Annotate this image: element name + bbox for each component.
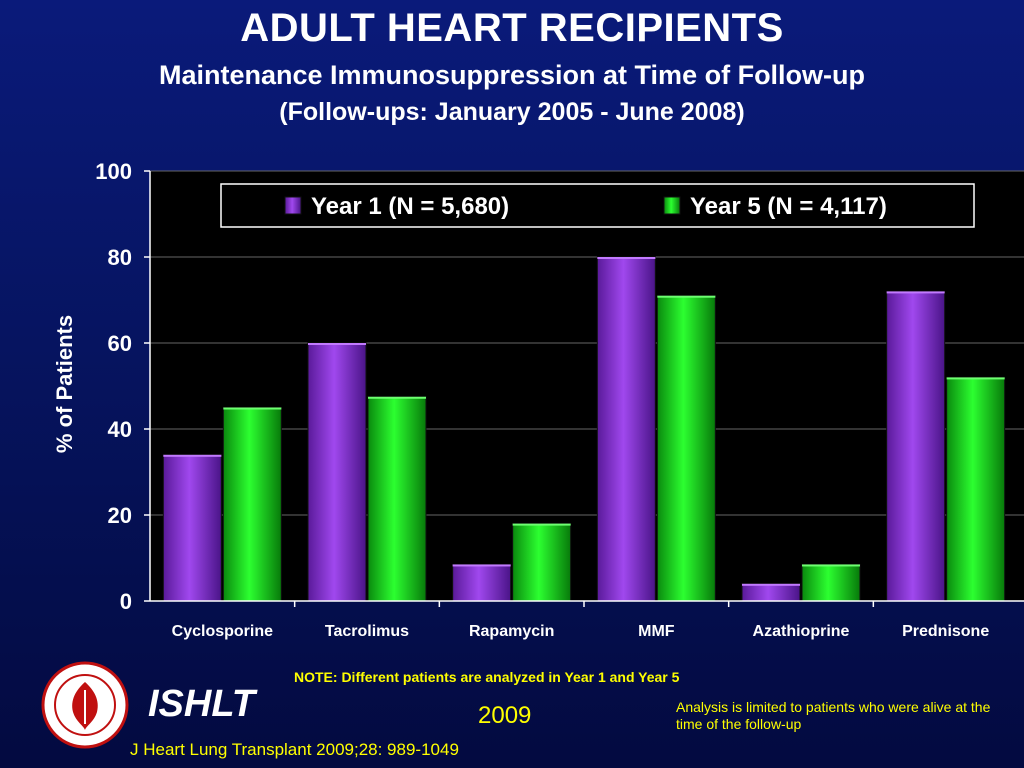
bar-top-highlight — [657, 295, 716, 298]
y-tick-label: 60 — [108, 331, 132, 356]
bar-year5-cyclosporine — [222, 407, 282, 602]
bar-chart: 0 20 40 60 80 100 Cyclosporine Tacrolimus Rapamy… — [52, 159, 1024, 640]
footnote-note: NOTE: Different patients are analyzed in… — [294, 669, 680, 685]
x-tick-label: Cyclosporine — [172, 623, 273, 640]
bar-top-highlight — [512, 523, 571, 526]
ishlt-seal-logo — [41, 661, 129, 749]
bar-year5-azathioprine — [801, 563, 861, 602]
plot-area — [150, 171, 1024, 601]
x-tick-label: MMF — [638, 623, 675, 640]
bar-year1-prednisone — [886, 290, 946, 602]
bar-year1-mmf — [596, 256, 656, 602]
bar-year1-azathioprine — [741, 583, 801, 602]
x-tick-label: Tacrolimus — [325, 623, 409, 640]
bar-year5-prednisone — [946, 376, 1006, 602]
bar-top-highlight — [308, 343, 366, 345]
y-tick-label: 80 — [108, 245, 132, 270]
bar-year1-cyclosporine — [162, 454, 222, 602]
legend-label: Year 1 (N = 5,680) — [311, 193, 509, 220]
slide-title: ADULT HEART RECIPIENTS — [240, 6, 784, 50]
bar-year1-rapamycin — [452, 563, 512, 602]
bar-year1-tacrolimus — [307, 342, 367, 602]
bar-top-highlight — [597, 257, 656, 259]
x-tick-label: Prednisone — [902, 623, 989, 640]
slide-subtitle: Maintenance Immunosuppression at Time of… — [158, 60, 866, 90]
x-tick-label: Azathioprine — [753, 623, 850, 640]
y-tick-label: 40 — [108, 417, 132, 442]
bar-top-highlight — [163, 454, 222, 457]
y-tick-label: 20 — [108, 503, 132, 528]
bar-year5-tacrolimus — [367, 396, 427, 602]
bar-year5-mmf — [656, 295, 716, 602]
y-tick-label: 100 — [95, 159, 132, 184]
analysis-note: Analysis is limited to patients who were… — [676, 699, 991, 732]
legend-box — [220, 183, 975, 228]
bar-top-highlight — [802, 564, 860, 567]
x-tick-label: Rapamycin — [469, 623, 554, 640]
citation: J Heart Lung Transplant 2009;28: 989-104… — [130, 740, 459, 759]
y-tick-label: 0 — [120, 589, 132, 614]
y-axis-label: % of Patients — [52, 315, 77, 453]
org-name: ISHLT — [148, 683, 255, 725]
bar-top-highlight — [946, 377, 1005, 380]
bar-top-highlight — [452, 564, 511, 567]
follow-up-period: (Follow-ups: January 2005 - June 2008) — [279, 98, 745, 126]
bar-top-highlight — [223, 407, 282, 410]
bar-top-highlight — [742, 583, 800, 586]
legend-label: Year 5 (N = 4,117) — [690, 193, 887, 220]
legend-swatch-year1 — [284, 196, 302, 215]
bar-top-highlight — [886, 291, 945, 294]
bar-year5-rapamycin — [512, 523, 572, 602]
legend-swatch-year5 — [663, 196, 681, 215]
bar-top-highlight — [368, 396, 426, 399]
report-year: 2009 — [478, 702, 532, 729]
